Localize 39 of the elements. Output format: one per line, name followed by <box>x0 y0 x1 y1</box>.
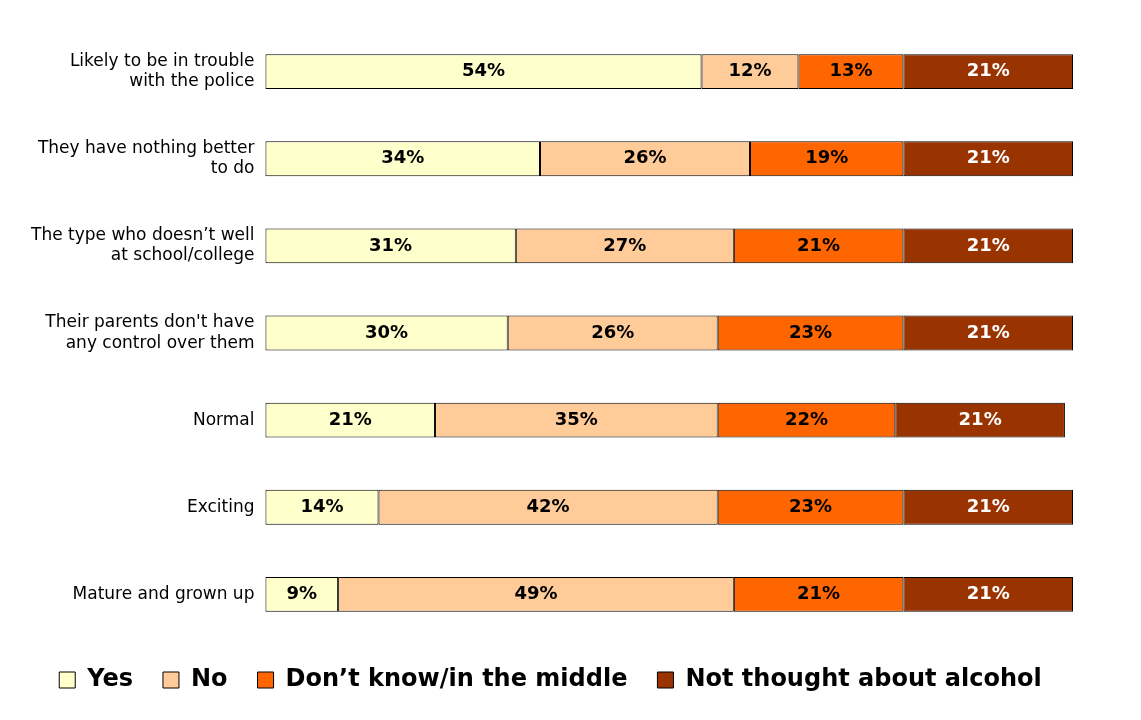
data-label: 14% <box>300 494 344 516</box>
y-tick-label: They have nothing better to do <box>36 136 255 178</box>
data-label: 27% <box>603 233 647 255</box>
data-label: 49% <box>514 582 558 604</box>
data-label: 26% <box>591 320 635 342</box>
data-label: 21% <box>797 582 841 604</box>
data-label: 21% <box>966 59 1010 81</box>
data-label: 21% <box>797 233 841 255</box>
y-tick-label: Their parents don't have any control over them <box>44 311 255 352</box>
legend-label: No <box>190 664 228 693</box>
data-label: 21% <box>328 407 372 429</box>
y-tick-label: Likely to be in trouble with the police <box>69 49 255 91</box>
data-label: 19% <box>805 146 849 168</box>
legend-label: Not thought about alcohol <box>685 664 1042 693</box>
data-label: 21% <box>966 146 1010 168</box>
data-label: 21% <box>966 320 1010 342</box>
data-label: 22% <box>784 407 829 429</box>
legend-label: Don’t know/in the middle <box>285 664 628 693</box>
data-label: 21% <box>966 582 1010 604</box>
data-label: 23% <box>789 494 833 516</box>
y-tick-label: Exciting <box>186 495 255 516</box>
legend-label: Yes <box>86 664 133 693</box>
data-label: 23% <box>789 320 833 342</box>
y-tick-label: The type who doesn’t well at school/college <box>30 224 255 265</box>
y-tick-label: Mature and grown up <box>72 582 255 603</box>
y-tick-label: Normal <box>192 408 255 429</box>
data-label: 42% <box>526 494 570 516</box>
data-label: 30% <box>365 320 409 342</box>
data-label: 31% <box>369 233 413 255</box>
data-label: 21% <box>966 233 1010 255</box>
data-label: 54% <box>461 59 506 81</box>
data-label: 13% <box>829 59 873 81</box>
data-label: 21% <box>958 407 1002 429</box>
data-label: 26% <box>623 146 667 168</box>
data-label: 12% <box>728 59 772 81</box>
data-label: 21% <box>966 494 1010 516</box>
data-label: 9% <box>286 582 318 604</box>
data-label: 34% <box>381 146 425 168</box>
data-label: 35% <box>554 407 598 429</box>
